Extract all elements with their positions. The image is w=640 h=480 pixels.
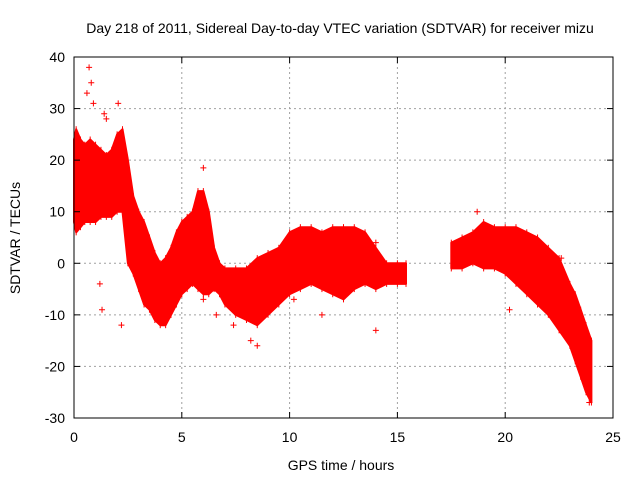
data-band — [450, 221, 593, 404]
outlier-point — [101, 110, 108, 117]
outlier-point — [200, 296, 207, 303]
outlier-point — [254, 342, 261, 349]
x-tick-label: 20 — [497, 429, 513, 445]
x-tick-label: 10 — [282, 429, 298, 445]
outlier-point — [86, 64, 93, 71]
y-tick-label: -30 — [45, 410, 65, 426]
outlier-point — [506, 306, 513, 313]
outlier-point — [290, 296, 297, 303]
outlier-point — [118, 322, 125, 329]
chart-title: Day 218 of 2011, Sidereal Day-to-day VTE… — [86, 20, 594, 36]
plot-frame — [73, 56, 614, 419]
axis-ticks: 0 5 10 15 20 25 -30 -20 -10 0 10 20 30 40 — [45, 49, 621, 445]
y-axis-label: SDTVAR / TECUs — [7, 182, 23, 294]
outlier-point — [247, 337, 254, 344]
y-tick-label: 30 — [49, 101, 65, 117]
outlier-point — [230, 322, 237, 329]
outlier-point — [474, 208, 481, 215]
y-tick-label: -20 — [45, 358, 65, 374]
y-tick-label: 10 — [49, 204, 65, 220]
y-tick-label: 0 — [57, 255, 65, 271]
outlier-point — [99, 306, 106, 313]
outlier-point — [372, 327, 379, 334]
x-axis-label: GPS time / hours — [288, 457, 395, 473]
outlier-point — [213, 311, 220, 318]
data-band — [73, 128, 407, 327]
x-tick-label: 15 — [390, 429, 406, 445]
outlier-point — [318, 311, 325, 318]
outlier-point — [558, 255, 565, 262]
data-series — [73, 64, 593, 406]
outlier-point — [96, 280, 103, 287]
y-tick-label: -10 — [45, 307, 65, 323]
outlier-point — [115, 100, 122, 107]
outlier-point — [372, 239, 379, 246]
x-tick-label: 0 — [70, 429, 78, 445]
x-tick-label: 5 — [178, 429, 186, 445]
outlier-point — [200, 164, 207, 171]
outlier-point — [103, 115, 110, 122]
outlier-point — [88, 79, 95, 86]
y-tick-label: 20 — [49, 152, 65, 168]
outlier-point — [90, 100, 97, 107]
outlier-point — [586, 399, 593, 406]
x-tick-label: 25 — [605, 429, 621, 445]
outlier-point — [83, 90, 90, 97]
y-tick-label: 40 — [49, 49, 65, 65]
